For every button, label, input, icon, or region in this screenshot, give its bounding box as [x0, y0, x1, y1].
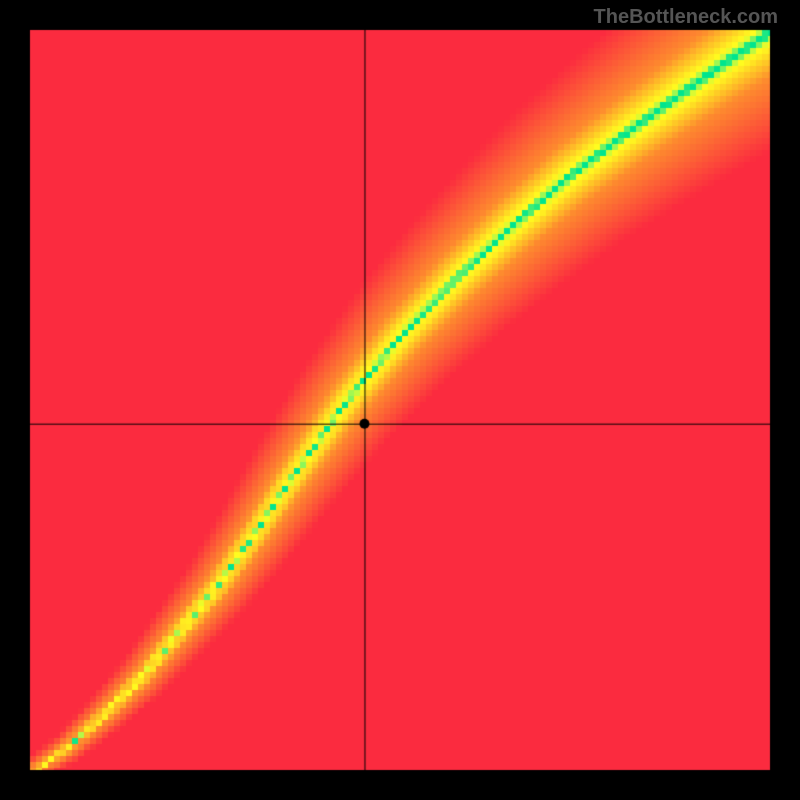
watermark-text: TheBottleneck.com: [594, 6, 778, 29]
chart-container: TheBottleneck.com: [0, 0, 800, 800]
bottleneck-heatmap: [0, 0, 800, 800]
